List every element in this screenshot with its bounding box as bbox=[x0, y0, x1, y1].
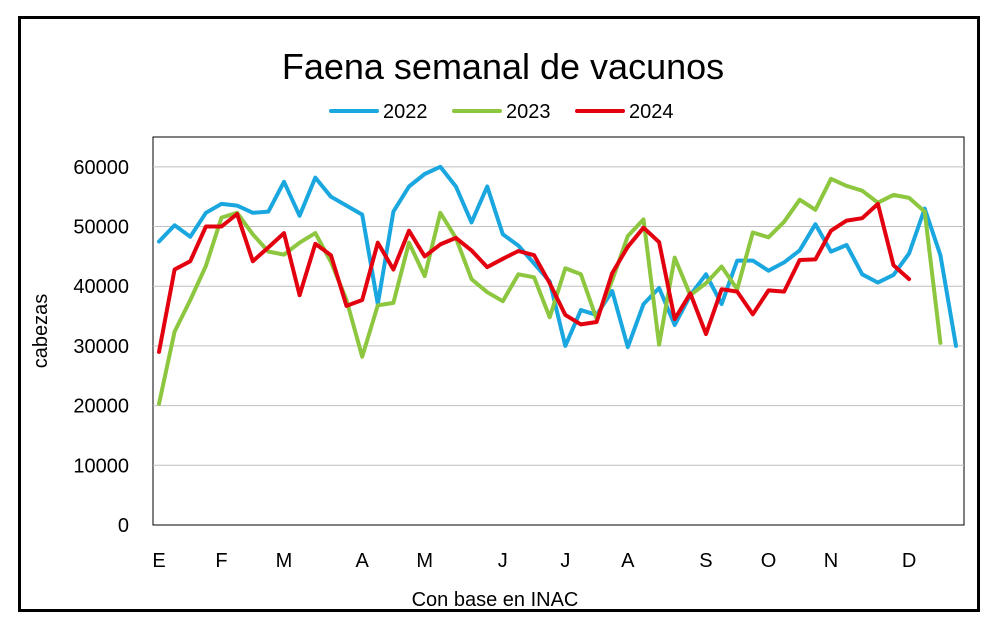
x-tick-label: M bbox=[276, 550, 293, 572]
legend-label-2023: 2023 bbox=[506, 101, 551, 123]
series-line-2022 bbox=[157, 164, 958, 350]
series-line-2024 bbox=[157, 201, 912, 354]
y-axis-ticks: 0 10000 20000 30000 40000 50000 60000 bbox=[73, 157, 129, 537]
x-tick-label: M bbox=[416, 550, 433, 572]
x-tick-label: J bbox=[498, 550, 508, 572]
x-tick-label: E bbox=[152, 550, 165, 572]
series-line-2023 bbox=[157, 176, 943, 406]
chart-frame: Faena semanal de vacunos 2022 2023 2024 0 1… bbox=[18, 16, 980, 612]
x-tick-label: S bbox=[699, 550, 712, 572]
legend-label-2024: 2024 bbox=[629, 101, 674, 123]
y-tick-label: 20000 bbox=[73, 396, 129, 418]
x-tick-label: A bbox=[621, 550, 635, 572]
plot-area: 0 10000 20000 30000 40000 50000 60000 E F M A M J J A… bbox=[73, 136, 965, 572]
y-tick-label: 40000 bbox=[73, 276, 129, 298]
x-tick-label: D bbox=[902, 550, 916, 572]
x-tick-label: N bbox=[824, 550, 838, 572]
legend-label-2022: 2022 bbox=[383, 101, 428, 123]
y-tick-label: 30000 bbox=[73, 336, 129, 358]
x-tick-label: F bbox=[215, 550, 227, 572]
x-tick-label: A bbox=[355, 550, 369, 572]
x-axis-label: Con base en INAC bbox=[412, 589, 579, 609]
y-tick-label: 60000 bbox=[73, 157, 129, 179]
y-tick-label: 50000 bbox=[73, 217, 129, 239]
x-tick-label: J bbox=[560, 550, 570, 572]
plot-border bbox=[152, 136, 965, 526]
series-lines bbox=[157, 164, 958, 406]
y-axis-label: cabezas bbox=[30, 294, 52, 369]
chart-title: Faena semanal de vacunos bbox=[282, 46, 724, 87]
y-tick-label: 0 bbox=[118, 515, 129, 537]
line-chart: Faena semanal de vacunos 2022 2023 2024 0 1… bbox=[30, 46, 965, 609]
y-tick-label: 10000 bbox=[73, 455, 129, 477]
x-tick-label: O bbox=[761, 550, 777, 572]
legend: 2022 2023 2024 bbox=[329, 101, 674, 123]
